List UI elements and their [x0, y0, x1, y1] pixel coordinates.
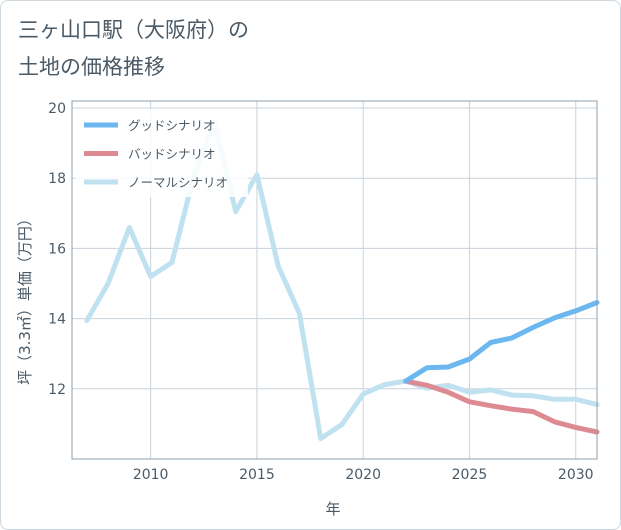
title-line-2: 土地の価格推移 [18, 55, 165, 79]
x-tick-label: 2030 [558, 467, 594, 483]
y-tick-label: 16 [48, 241, 66, 257]
x-tick-label: 2020 [345, 467, 381, 483]
y-tick-label: 14 [48, 312, 66, 328]
page-title: 三ヶ山口駅（大阪府）の 土地の価格推移 [18, 12, 249, 86]
tick-labels: 2010 2015 2020 2025 2030 12 14 16 18 20 [48, 101, 593, 483]
x-tick-label: 2025 [452, 467, 488, 483]
plot-border [71, 100, 598, 460]
x-tick-label: 2015 [239, 467, 275, 483]
series-line-1 [403, 378, 600, 435]
axes [71, 100, 598, 460]
title-line-1: 三ヶ山口駅（大阪府）の [18, 18, 249, 42]
y-tick-label: 18 [48, 171, 66, 187]
y-tick-label: 12 [48, 382, 66, 398]
legend-label: グッドシナリオ [128, 118, 216, 133]
y-axis-label: 坪（3.3㎡）単価（万円） [16, 211, 34, 385]
x-axis-label: 年 [325, 500, 340, 518]
series-lines [84, 119, 600, 442]
series-line-2 [84, 119, 600, 442]
legend-label: ノーマルシナリオ [128, 175, 228, 190]
y-tick-label: 20 [48, 101, 66, 117]
x-tick-label: 2010 [133, 467, 169, 483]
legend-label: バッドシナリオ [128, 147, 216, 162]
series-line-0 [403, 300, 600, 384]
